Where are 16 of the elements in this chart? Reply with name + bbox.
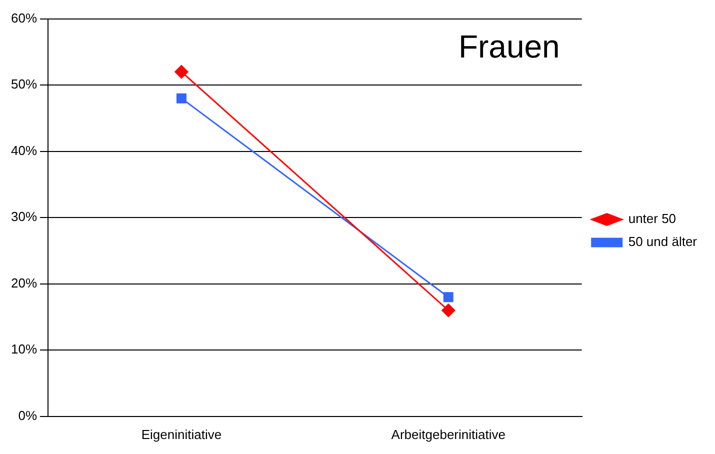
point <box>443 292 454 302</box>
point <box>442 304 456 318</box>
x-tick-label: Arbeitgeberinitiative <box>391 426 506 442</box>
point <box>176 93 186 104</box>
point <box>174 65 188 79</box>
y-tick-label: 20% <box>10 275 38 290</box>
legend-label: 50 und älter <box>628 234 698 250</box>
x-tick-label: Eigeninitiative <box>141 426 222 442</box>
y-tick-label: 10% <box>10 342 38 357</box>
y-tick-label: 0% <box>18 408 38 423</box>
chart-title: Frauen <box>458 28 560 65</box>
y-tick-label: 40% <box>10 142 38 158</box>
legend-label: unter 50 <box>628 211 676 226</box>
y-tick-label: 60% <box>10 10 38 26</box>
y-tick-label: 30% <box>10 209 38 224</box>
y-tick-label: 50% <box>10 76 38 92</box>
